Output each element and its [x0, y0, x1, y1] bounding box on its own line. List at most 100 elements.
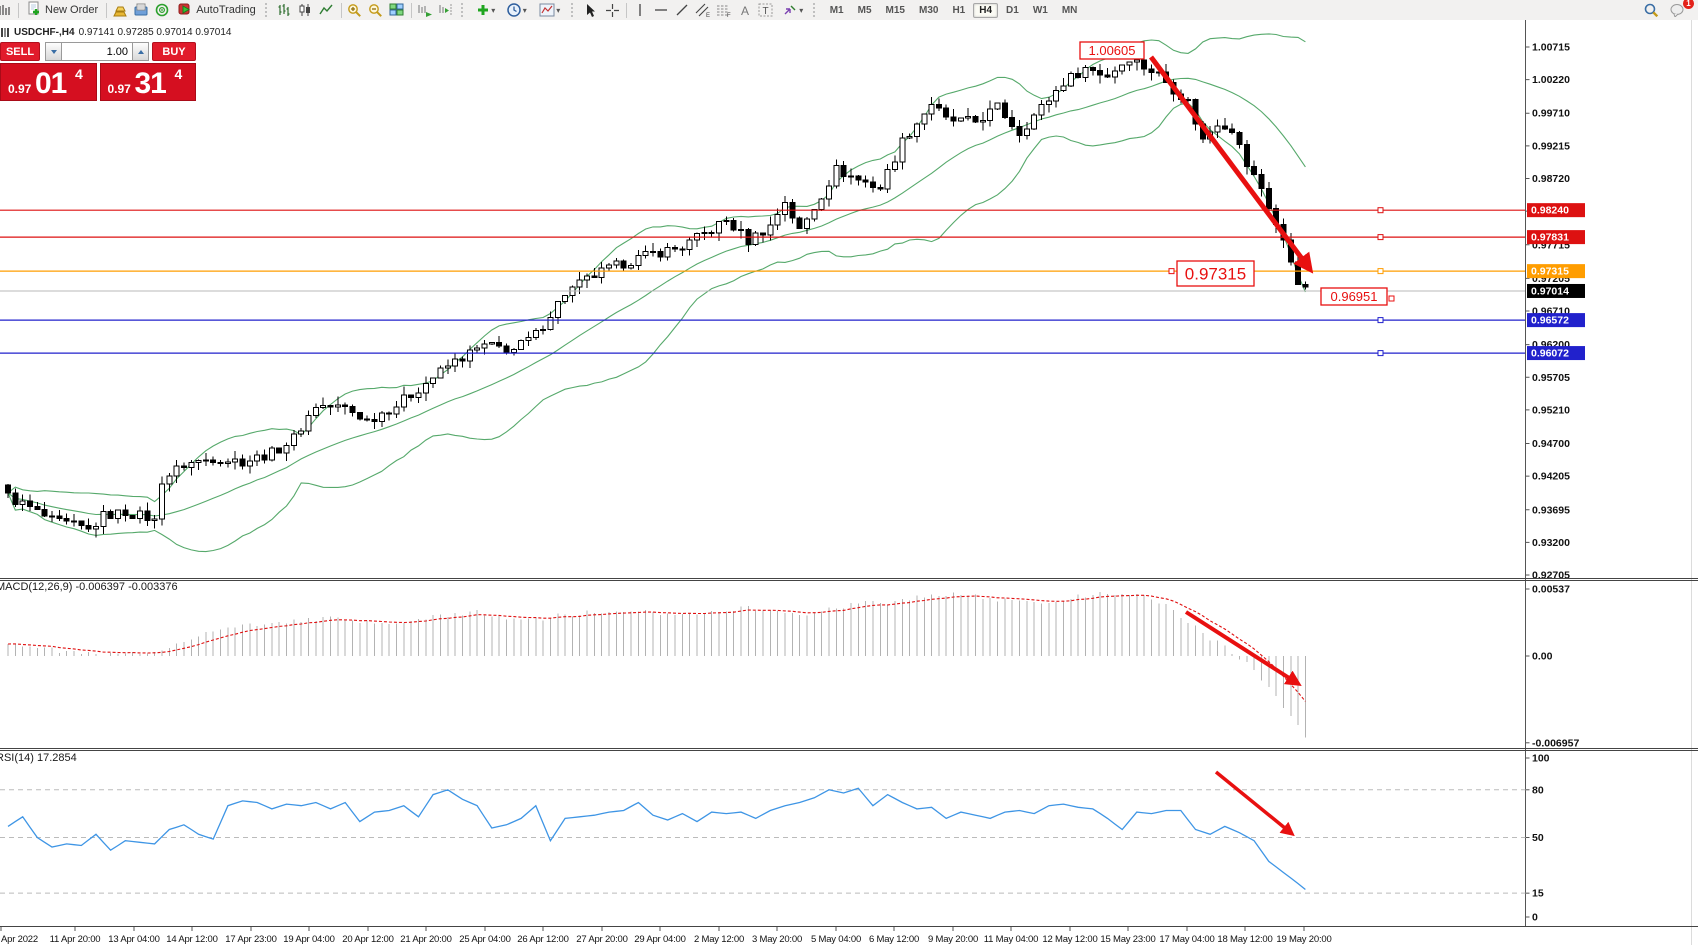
bar-chart-type-icon[interactable]	[275, 1, 296, 19]
volume-input[interactable]	[62, 42, 132, 61]
crosshair-icon[interactable]	[602, 1, 623, 19]
volume-decrease-button[interactable]	[45, 42, 62, 61]
svg-text:19 May 20:00: 19 May 20:00	[1276, 934, 1331, 945]
svg-text:2 May 12:00: 2 May 12:00	[694, 934, 744, 945]
svg-text:17 Apr 23:00: 17 Apr 23:00	[225, 934, 276, 945]
svg-text:1.00715: 1.00715	[1532, 42, 1570, 54]
bollinger-middle-band	[7, 77, 1306, 517]
svg-text:0.96572: 0.96572	[1531, 315, 1569, 327]
bollinger-upper-band	[7, 33, 1306, 503]
timeframe-m30[interactable]: M30	[918, 5, 939, 16]
zoom-out-icon[interactable]	[366, 1, 387, 19]
line-chart-type-icon[interactable]	[317, 1, 338, 19]
cursor-icon[interactable]	[581, 1, 602, 19]
text-icon[interactable]: A	[735, 1, 756, 19]
hline-handle[interactable]	[1377, 317, 1384, 324]
chart-canvas[interactable]: 1.00715 1.00220 0.99710 0.99215 0.98720 0.982…	[0, 20, 1698, 945]
price-label-annotation[interactable]: 0.96951	[1320, 287, 1388, 306]
price-badge: 0.96572	[1527, 313, 1585, 328]
svg-text:19 Apr 04:00: 19 Apr 04:00	[283, 934, 334, 945]
hline-handle[interactable]	[1377, 207, 1384, 214]
sell-price-display[interactable]: 0.97 01 4	[0, 63, 97, 101]
mail-news-icon[interactable]	[131, 1, 152, 19]
zoom-in-icon[interactable]	[345, 1, 366, 19]
hline-handle[interactable]	[1377, 350, 1384, 357]
trendline-icon[interactable]	[672, 1, 693, 19]
autotrading-button[interactable]: AutoTrading	[173, 1, 261, 19]
rsi-line	[7, 787, 1306, 891]
rsi-label: RSI(14) 17.2854	[0, 752, 77, 764]
timeframe-h1[interactable]: H1	[952, 5, 966, 16]
annotation-handle[interactable]	[1388, 295, 1395, 302]
svg-text:26 Apr 12:00: 26 Apr 12:00	[517, 934, 568, 945]
symbol-name: USDCHF-,H4	[14, 27, 75, 38]
vertical-line-icon[interactable]	[630, 1, 651, 19]
chart-area[interactable]: 1.00715 1.00220 0.99710 0.99215 0.98720 0.982…	[0, 20, 1698, 945]
timeframe-m5[interactable]: M5	[857, 5, 872, 16]
search-icon[interactable]	[1640, 1, 1661, 19]
rsi-trend-arrow[interactable]	[1214, 770, 1295, 837]
price-badge: 0.98240	[1527, 203, 1585, 218]
horizontal-line-icon[interactable]	[651, 1, 672, 19]
svg-text:15: 15	[1532, 888, 1544, 900]
price-label-annotation[interactable]: 0.97315	[1176, 260, 1255, 287]
equidistant-channel-icon[interactable]: E	[693, 1, 714, 19]
svg-text:3 May 20:00: 3 May 20:00	[752, 934, 802, 945]
new-order-icon	[27, 1, 42, 19]
sell-button[interactable]: SELL	[0, 42, 40, 61]
timeframe-m1[interactable]: M1	[829, 5, 844, 16]
buy-button[interactable]: BUY	[152, 42, 196, 61]
auto-scroll-icon[interactable]	[415, 1, 436, 19]
timeframe-w1[interactable]: W1	[1032, 5, 1048, 16]
hline-handle[interactable]	[1377, 234, 1384, 241]
svg-text:0.99215: 0.99215	[1532, 140, 1570, 152]
price-label-annotation[interactable]: 1.00605	[1079, 41, 1145, 60]
svg-text:Apr 2022: Apr 2022	[1, 934, 38, 945]
hline-handle[interactable]	[1377, 268, 1384, 275]
price-trend-arrow[interactable]	[1148, 55, 1314, 274]
notifications-button[interactable]: 1	[1667, 0, 1694, 19]
svg-text:-0.006957: -0.006957	[1532, 737, 1579, 749]
candlestick-chart-type-icon[interactable]	[296, 1, 317, 19]
radar-icon[interactable]	[152, 1, 173, 19]
buy-price-display[interactable]: 0.97 31 4	[99, 63, 196, 101]
timeframe-h4[interactable]: H4	[973, 3, 999, 18]
svg-text:0.94700: 0.94700	[1532, 438, 1570, 450]
annotation-handle[interactable]	[1168, 268, 1175, 275]
timeframe-mn[interactable]: MN	[1061, 5, 1078, 16]
new-order-button[interactable]: New Order	[22, 1, 103, 19]
svg-text:0.97831: 0.97831	[1531, 232, 1569, 244]
svg-text:0.94205: 0.94205	[1532, 471, 1570, 483]
volume-increase-button[interactable]	[132, 42, 149, 61]
notification-badge: 1	[1683, 0, 1694, 9]
main-price-panel[interactable]	[0, 33, 1526, 553]
chart-shift-icon[interactable]	[436, 1, 457, 19]
arrow-tools-button[interactable]: ▾	[777, 1, 809, 19]
svg-text:13 Apr 04:00: 13 Apr 04:00	[108, 934, 159, 945]
svg-text:21 Apr 20:00: 21 Apr 20:00	[400, 934, 451, 945]
svg-text:0.93695: 0.93695	[1532, 504, 1570, 516]
time-axis[interactable]: Apr 2022 11 Apr 20:00 13 Apr 04:00 14 Apr 1…	[0, 927, 1332, 945]
down-arrow-icon	[50, 49, 57, 54]
svg-text:E: E	[706, 13, 710, 18]
rsi-panel[interactable]: 100 80 50 15 0	[0, 753, 1550, 924]
gold-bar-icon[interactable]	[110, 1, 131, 19]
timeframe-m15[interactable]: M15	[885, 5, 905, 16]
bollinger-lower-band	[7, 102, 1306, 553]
svg-text:6 May 12:00: 6 May 12:00	[869, 934, 919, 945]
chart-window-icon[interactable]	[0, 1, 15, 19]
template-button[interactable]: ▾	[533, 1, 567, 19]
add-indicator-button[interactable]: ▾	[471, 1, 501, 19]
period-selector-button[interactable]: ▾	[501, 1, 533, 19]
svg-text:0.00537: 0.00537	[1532, 584, 1570, 596]
price-badge: 0.97315	[1527, 264, 1585, 279]
tile-windows-icon[interactable]	[387, 1, 408, 19]
svg-text:18 May 12:00: 18 May 12:00	[1217, 934, 1272, 945]
svg-text:0.96072: 0.96072	[1531, 348, 1569, 360]
text-label-icon[interactable]: T	[756, 1, 777, 19]
macd-panel[interactable]: 0.00537 0.00 -0.006957	[7, 584, 1579, 750]
macd-trend-arrow[interactable]	[1184, 610, 1302, 687]
fibonacci-icon[interactable]: F	[714, 1, 735, 19]
timeframe-d1[interactable]: D1	[1006, 5, 1019, 16]
price-axis[interactable]: 1.00715 1.00220 0.99710 0.99215 0.98720 0.982…	[1525, 20, 1692, 945]
